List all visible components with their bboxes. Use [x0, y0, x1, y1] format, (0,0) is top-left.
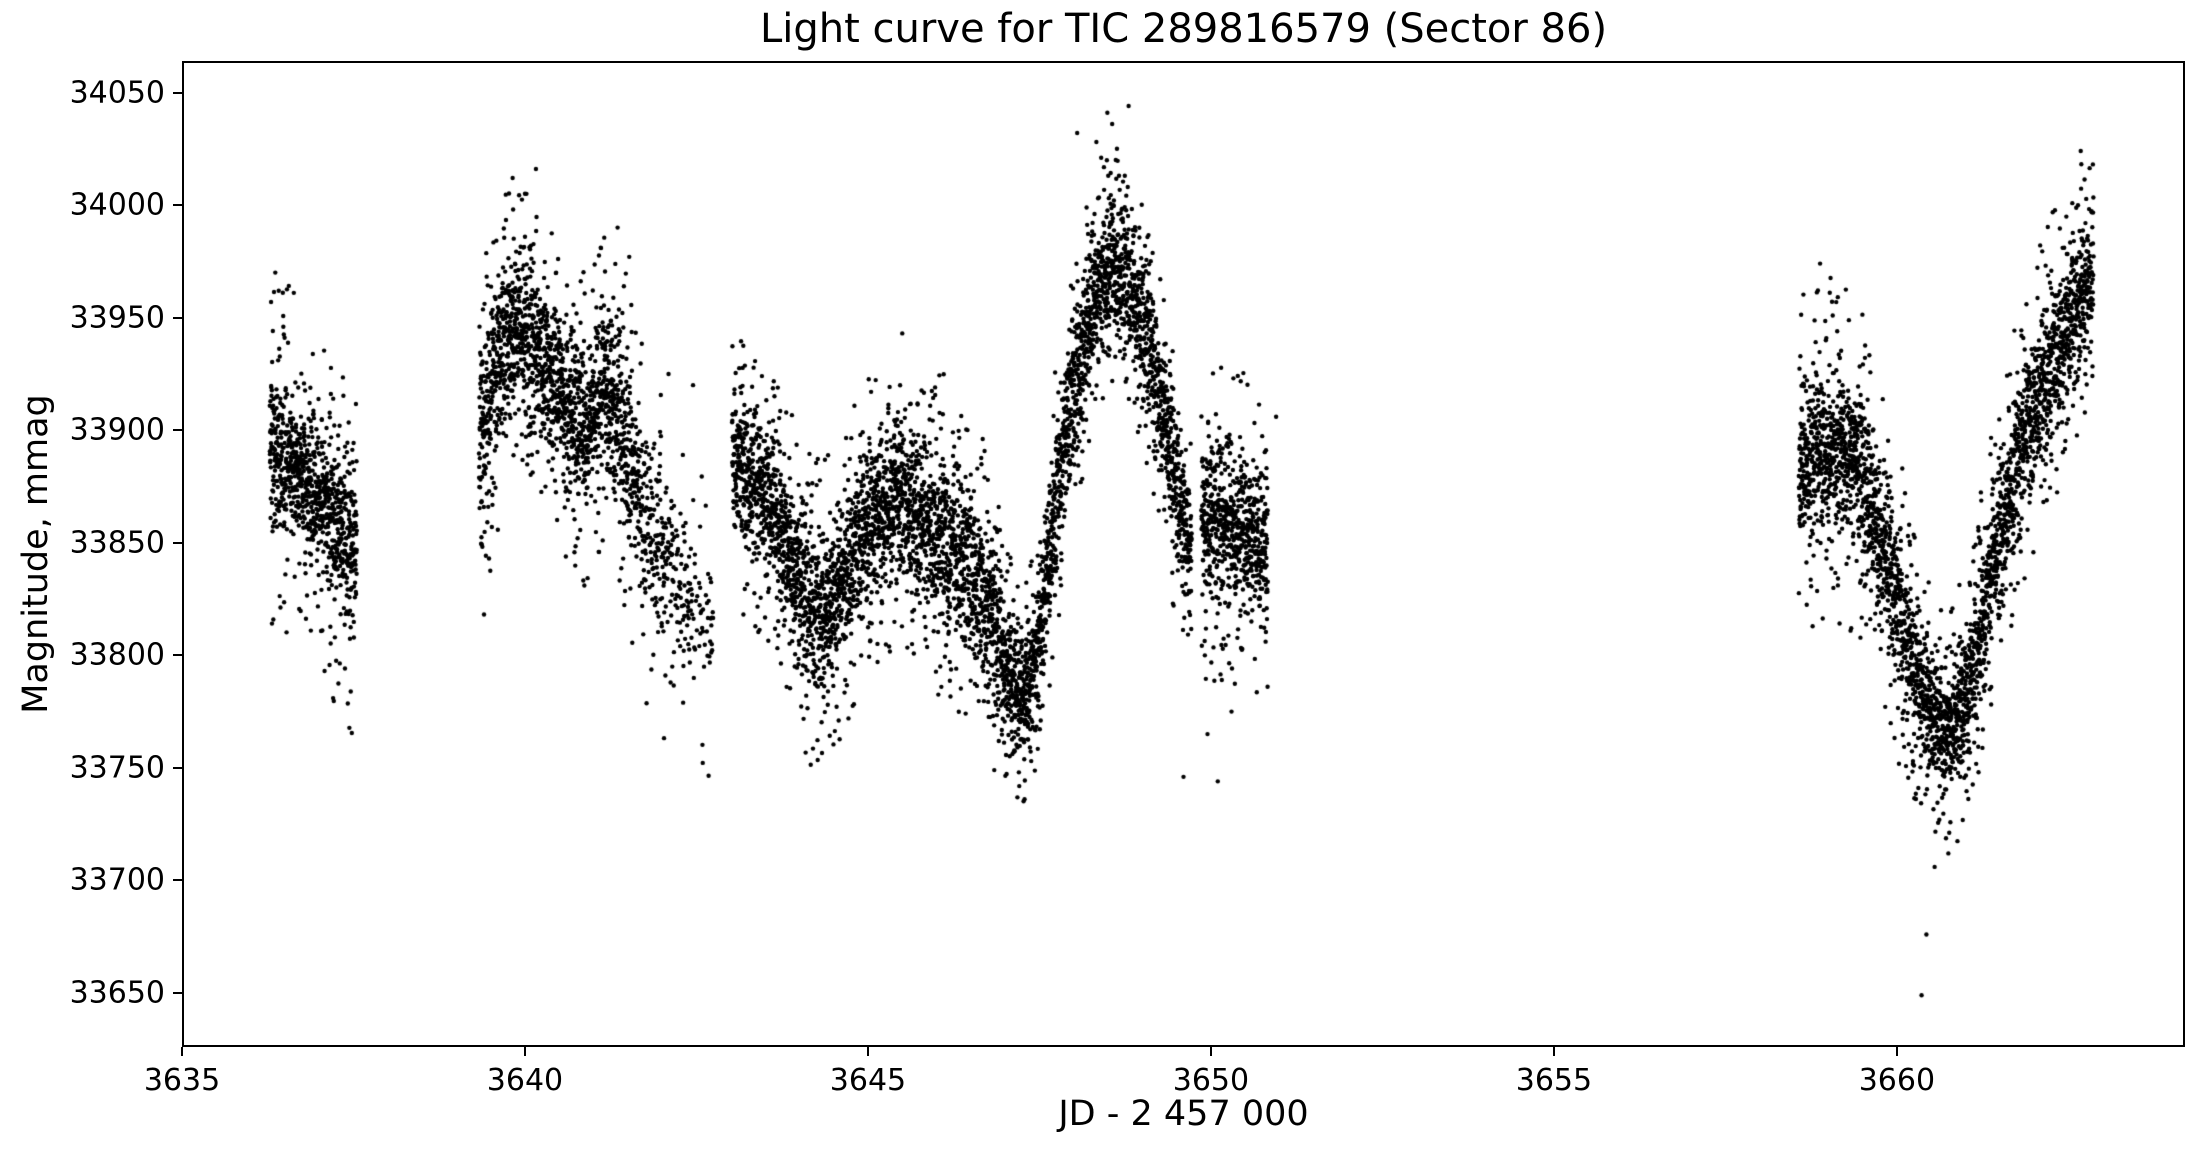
- y-tick-label: 33900: [69, 412, 165, 448]
- x-tick-label: 3645: [829, 1063, 907, 1098]
- x-tick-mark: [866, 1047, 869, 1056]
- x-tick-label: 3660: [1858, 1063, 1936, 1098]
- x-tick-mark: [1209, 1047, 1212, 1056]
- y-tick-label: 33700: [69, 862, 165, 898]
- x-tick-mark: [523, 1047, 526, 1056]
- x-tick-label: 3655: [1515, 1063, 1593, 1098]
- x-tick-mark: [181, 1047, 183, 1056]
- y-tick-mark: [173, 91, 182, 94]
- x-tick-label: 3635: [143, 1063, 221, 1098]
- x-tick-label: 3650: [1172, 1063, 1250, 1098]
- y-tick-mark: [173, 991, 182, 994]
- y-tick-label: 34000: [69, 187, 165, 223]
- x-axis-label: JD - 2 457 000: [1058, 1094, 1309, 1134]
- y-tick-label: 33850: [69, 525, 165, 561]
- y-tick-mark: [173, 204, 182, 207]
- y-tick-mark: [173, 429, 182, 432]
- y-tick-mark: [173, 541, 182, 544]
- x-tick-mark: [1895, 1047, 1898, 1056]
- y-tick-label: 33800: [69, 637, 165, 673]
- y-tick-mark: [173, 766, 182, 769]
- scatter-points-canvas: [182, 61, 2185, 1047]
- y-tick-mark: [173, 879, 182, 882]
- y-tick-label: 33950: [69, 300, 165, 336]
- y-tick-label: 33650: [69, 975, 165, 1011]
- y-tick-label: 33750: [69, 750, 165, 786]
- y-tick-mark: [173, 654, 182, 657]
- chart-title: Light curve for TIC 289816579 (Sector 86…: [759, 6, 1608, 52]
- x-tick-label: 3640: [486, 1063, 564, 1098]
- y-axis-label: Magnitude, mmag: [16, 394, 56, 714]
- y-tick-label: 34050: [69, 75, 165, 111]
- x-tick-mark: [1552, 1047, 1555, 1056]
- y-tick-mark: [173, 316, 182, 319]
